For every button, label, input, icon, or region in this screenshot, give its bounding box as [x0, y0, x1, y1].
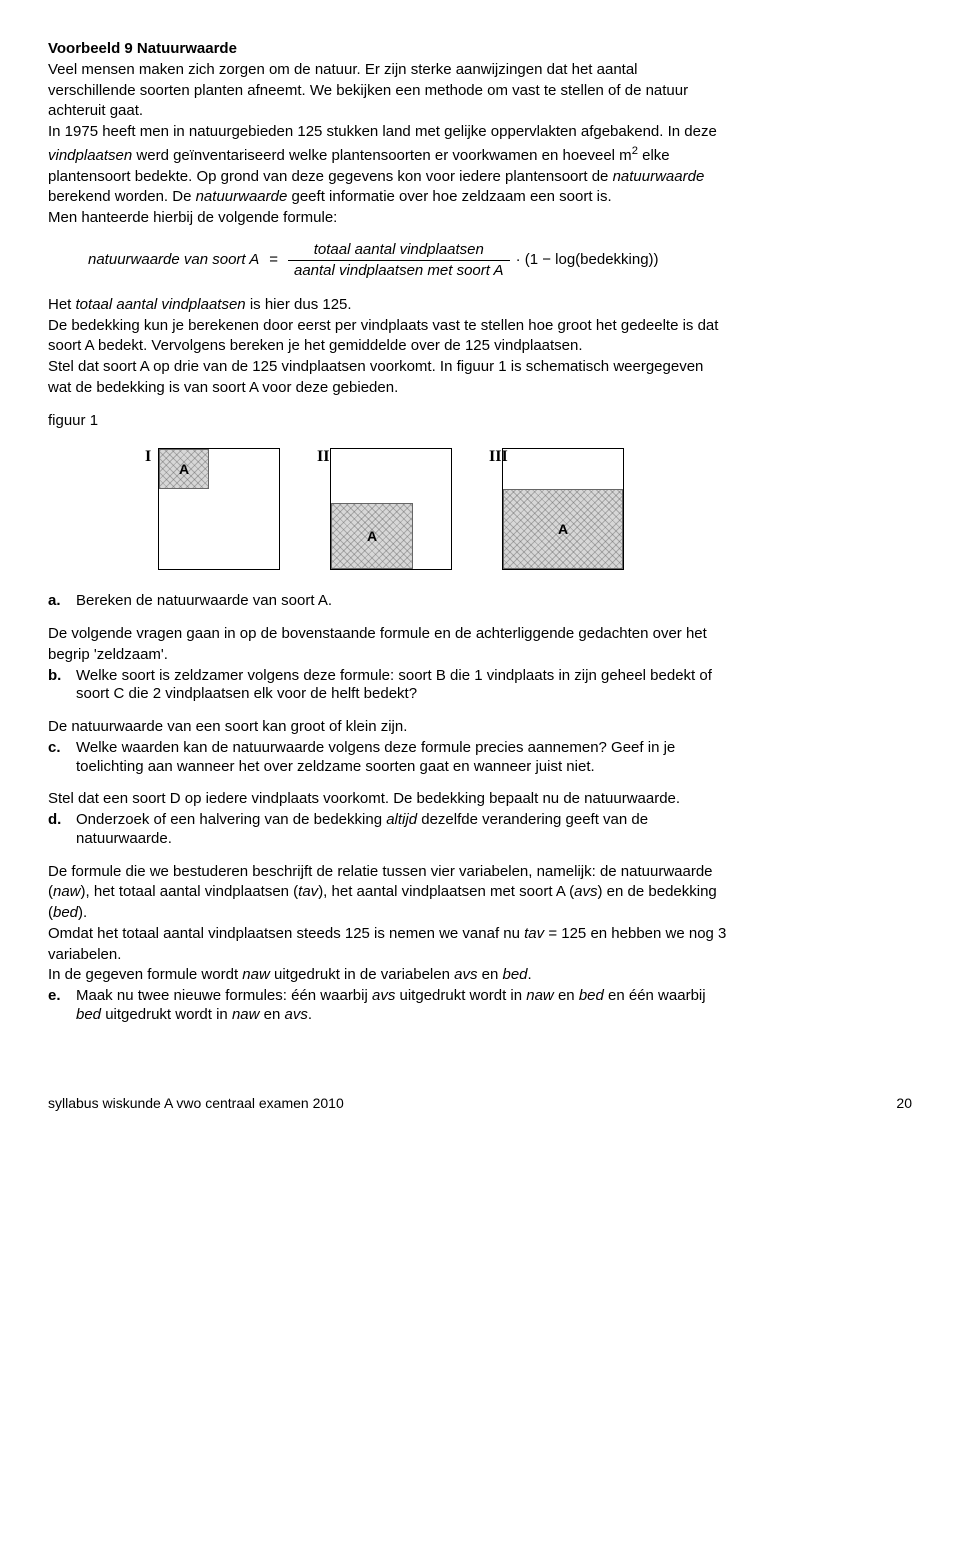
figure-region-2: A [331, 503, 413, 569]
formula: natuurwaarde van soort A = totaal aantal… [88, 242, 912, 280]
figure-box-1: I A [158, 448, 280, 570]
figure-box-3: III A [502, 448, 624, 570]
question-c: c. Welke waarden kan de natuurwaarde vol… [48, 739, 912, 777]
paragraph-5: Stel dat een soort D op iedere vindplaat… [48, 790, 912, 809]
figure-region-1: A [159, 449, 209, 489]
footer-text: syllabus wiskunde A vwo centraal examen … [48, 1095, 344, 1113]
page-title: Voorbeeld 9 Natuurwaarde [48, 40, 912, 59]
paragraph-4: De natuurwaarde van een soort kan groot … [48, 718, 912, 737]
figure-label: figuur 1 [48, 412, 912, 431]
question-a: a. Bereken de natuurwaarde van soort A. [48, 592, 912, 611]
question-b: b. Welke soort is zeldzamer volgens deze… [48, 667, 912, 705]
paragraph-6: De formule die we bestuderen beschrijft … [48, 863, 912, 986]
page-number: 20 [896, 1095, 912, 1113]
question-d: d. Onderzoek of een halvering van de bed… [48, 811, 912, 849]
intro-paragraph: Veel mensen maken zich zorgen om de natu… [48, 61, 912, 228]
paragraph-3: De volgende vragen gaan in op de bovenst… [48, 625, 912, 665]
figure-box-2: II A [330, 448, 452, 570]
question-e: e. Maak nu twee nieuwe formules: één waa… [48, 987, 912, 1025]
page-footer: syllabus wiskunde A vwo centraal examen … [48, 1095, 912, 1113]
figure-region-3: A [503, 489, 623, 569]
figure-1: I A II A III A [158, 448, 912, 570]
paragraph-2: Het totaal aantal vindplaatsen is hier d… [48, 296, 912, 398]
